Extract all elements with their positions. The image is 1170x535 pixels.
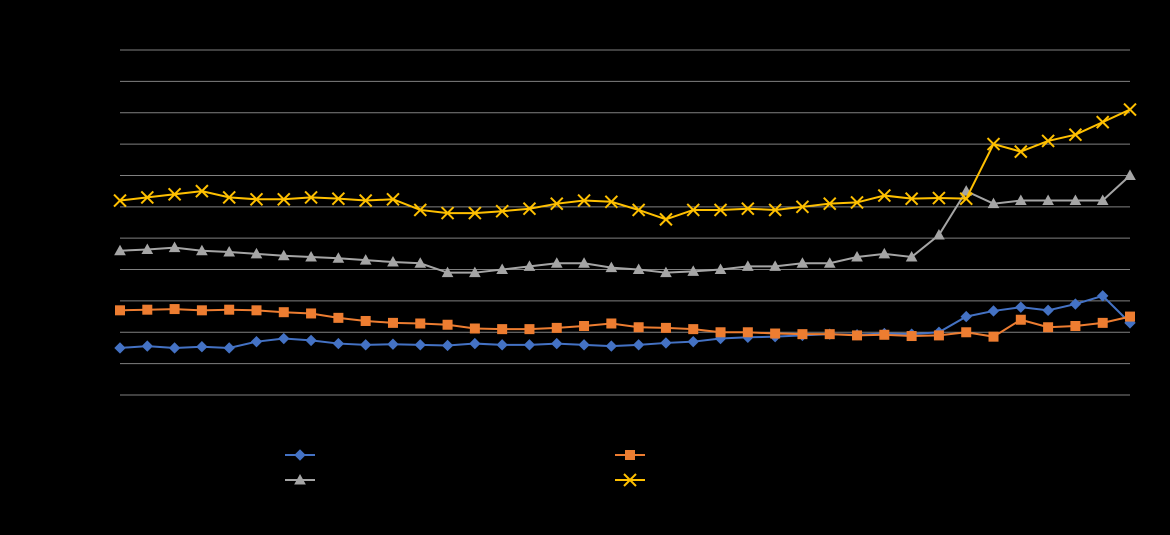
y-tick-label: 30 (99, 200, 113, 214)
y-tick-label: 50 (99, 74, 113, 88)
legend-label: Series 1 (323, 447, 371, 462)
chart-svg: 0510152025303540455055198519861987198819… (0, 0, 1170, 535)
y-tick-label: 55 (99, 43, 113, 57)
legend-label: Series 4 (653, 472, 701, 487)
y-tick-label: 5 (105, 357, 112, 371)
y-tick-label: 25 (99, 231, 113, 245)
line-chart: 0510152025303540455055198519861987198819… (0, 0, 1170, 535)
y-tick-label: 20 (99, 263, 113, 277)
legend-label: Series 3 (323, 472, 371, 487)
y-tick-label: 15 (99, 294, 113, 308)
legend-label: Series 2 (653, 447, 701, 462)
y-tick-label: 35 (99, 168, 113, 182)
y-tick-label: 10 (99, 325, 113, 339)
y-tick-label: 0 (105, 388, 112, 402)
y-tick-label: 40 (99, 137, 113, 151)
y-tick-label: 45 (99, 106, 113, 120)
